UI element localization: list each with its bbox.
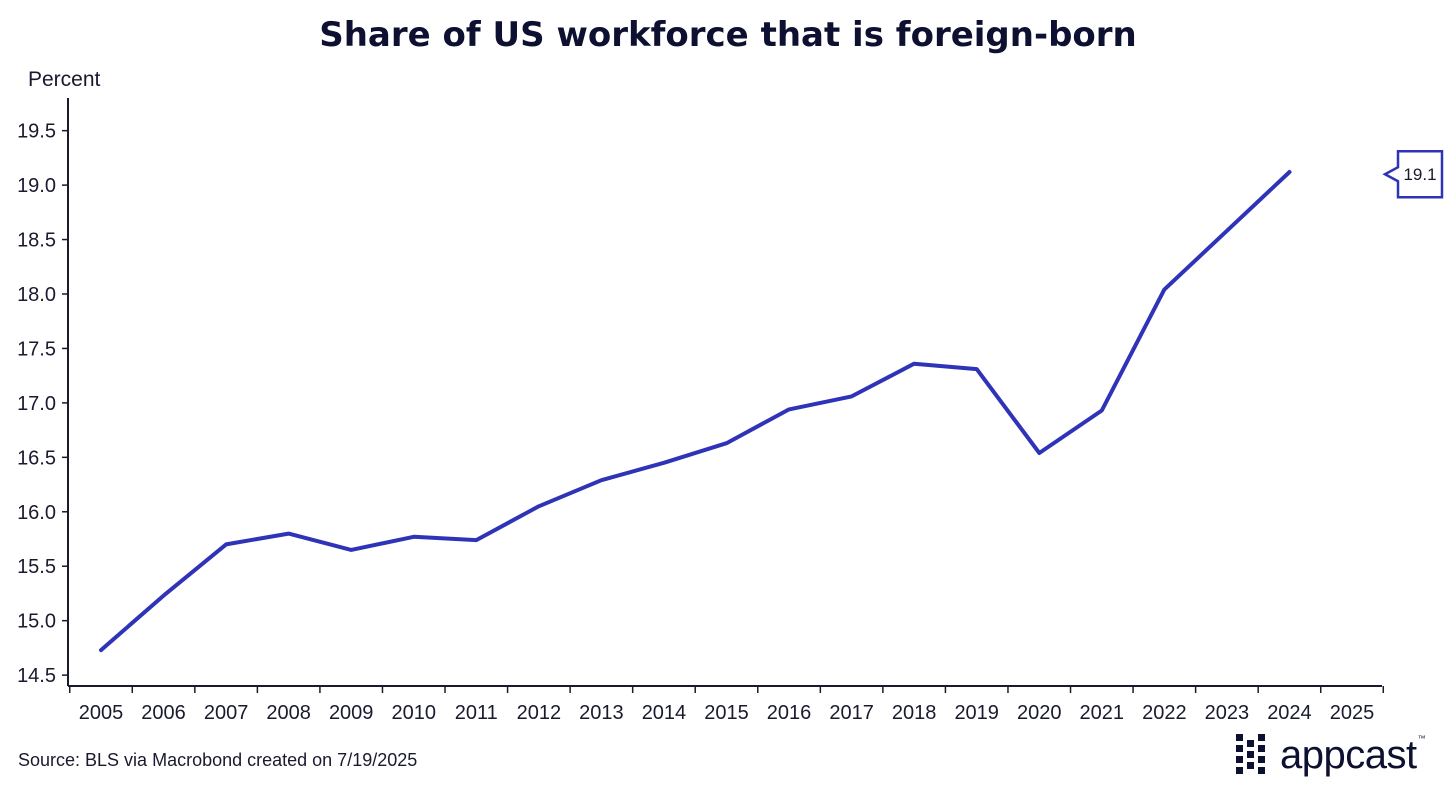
series-layer <box>99 170 1292 653</box>
x-tick-label: 2009 <box>329 702 374 724</box>
x-tick-label: 2008 <box>266 702 311 724</box>
x-tick-label: 2017 <box>829 702 874 724</box>
y-tick-label: 17.5 <box>17 338 56 360</box>
x-tick-label: 2022 <box>1142 702 1187 724</box>
x-tick-label: 2012 <box>517 702 562 724</box>
last-value-callout: 19.1 <box>1382 149 1444 199</box>
x-tick-label: 2016 <box>767 702 812 724</box>
callout-label: 19.1 <box>1403 165 1436 184</box>
y-tick-label: 19.5 <box>17 121 56 143</box>
x-tick-label: 2021 <box>1080 702 1125 724</box>
y-tick-label: 15.5 <box>17 556 56 578</box>
chart-title: Share of US workforce that is foreign-bo… <box>319 15 1137 55</box>
x-tick-label: 2005 <box>79 702 124 724</box>
series-line <box>99 170 1292 653</box>
x-tick-label: 2010 <box>392 702 437 724</box>
y-axis-label: Percent <box>28 68 101 91</box>
x-tick-label: 2024 <box>1267 702 1312 724</box>
axes <box>67 98 1382 687</box>
y-tick-label: 16.5 <box>17 447 56 469</box>
y-tick-label: 14.5 <box>17 665 56 687</box>
y-tick-label: 15.0 <box>17 611 56 633</box>
x-tick-label: 2018 <box>892 702 937 724</box>
y-tick-label: 19.0 <box>17 175 56 197</box>
x-tick-label: 2011 <box>455 702 498 724</box>
appcast-logo-icon <box>1236 734 1265 774</box>
x-tick-label: 2020 <box>1017 702 1062 724</box>
x-tick-label: 2007 <box>204 702 249 724</box>
x-tick-label: 2023 <box>1205 702 1250 724</box>
y-axis: 14.5 15.0 15.5 16.0 16.5 17.0 17.5 18.0 18.5 19.0… <box>17 121 68 687</box>
y-tick-label: 16.0 <box>17 502 56 524</box>
x-axis: 2005 2006 2007 2008 2009 2010 2011 2012 2013 2014… <box>68 686 1385 724</box>
line-chart: Share of US workforce that is foreign-bo… <box>17 15 1444 724</box>
x-tick-label: 2014 <box>642 702 687 724</box>
x-tick-label: 2006 <box>141 702 186 724</box>
y-tick-label: 18.5 <box>17 230 56 252</box>
x-tick-label: 2013 <box>579 702 624 724</box>
y-tick-label: 17.0 <box>17 393 56 415</box>
x-tick-label: 2025 <box>1330 702 1375 724</box>
y-tick-label: 18.0 <box>17 284 56 306</box>
appcast-logo: appcast™ <box>1234 732 1426 778</box>
source-note: Source: BLS via Macrobond created on 7/1… <box>18 750 418 770</box>
callout-box <box>1382 149 1444 199</box>
appcast-logo-text: appcast™ <box>1280 733 1426 777</box>
x-tick-label: 2015 <box>704 702 749 724</box>
x-tick-label: 2019 <box>954 702 999 724</box>
